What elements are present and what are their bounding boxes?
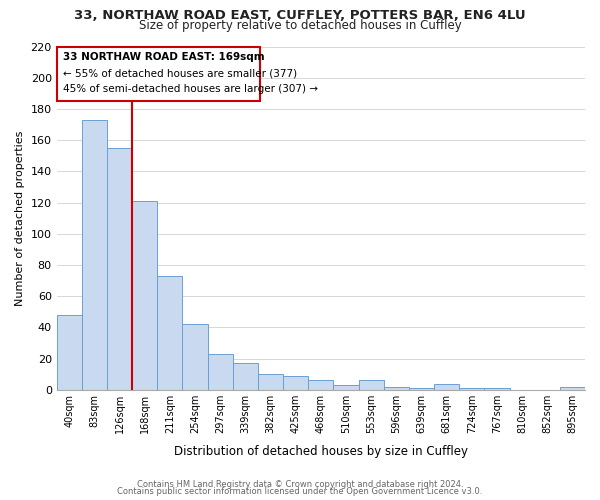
Bar [132, 201, 157, 390]
Bar [182, 324, 208, 390]
Bar [434, 384, 459, 390]
Bar [484, 388, 509, 390]
Bar [157, 276, 182, 390]
Bar [258, 374, 283, 390]
X-axis label: Distribution of detached houses by size in Cuffley: Distribution of detached houses by size … [174, 444, 468, 458]
Bar [409, 388, 434, 390]
Text: Contains public sector information licensed under the Open Government Licence v3: Contains public sector information licen… [118, 487, 482, 496]
FancyBboxPatch shape [57, 46, 260, 101]
Bar [359, 380, 384, 390]
Text: Contains HM Land Registry data © Crown copyright and database right 2024.: Contains HM Land Registry data © Crown c… [137, 480, 463, 489]
Bar [459, 388, 484, 390]
Bar [308, 380, 334, 390]
Bar [208, 354, 233, 390]
Bar [233, 364, 258, 390]
Bar [384, 386, 409, 390]
Y-axis label: Number of detached properties: Number of detached properties [15, 130, 25, 306]
Text: 45% of semi-detached houses are larger (307) →: 45% of semi-detached houses are larger (… [64, 84, 319, 94]
Text: Size of property relative to detached houses in Cuffley: Size of property relative to detached ho… [139, 19, 461, 32]
Bar [82, 120, 107, 390]
Bar [107, 148, 132, 390]
Bar [56, 315, 82, 390]
Bar [334, 385, 359, 390]
Bar [283, 376, 308, 390]
Text: ← 55% of detached houses are smaller (377): ← 55% of detached houses are smaller (37… [64, 68, 298, 78]
Bar [560, 386, 585, 390]
Text: 33, NORTHAW ROAD EAST, CUFFLEY, POTTERS BAR, EN6 4LU: 33, NORTHAW ROAD EAST, CUFFLEY, POTTERS … [74, 9, 526, 22]
Text: 33 NORTHAW ROAD EAST: 169sqm: 33 NORTHAW ROAD EAST: 169sqm [64, 52, 265, 62]
